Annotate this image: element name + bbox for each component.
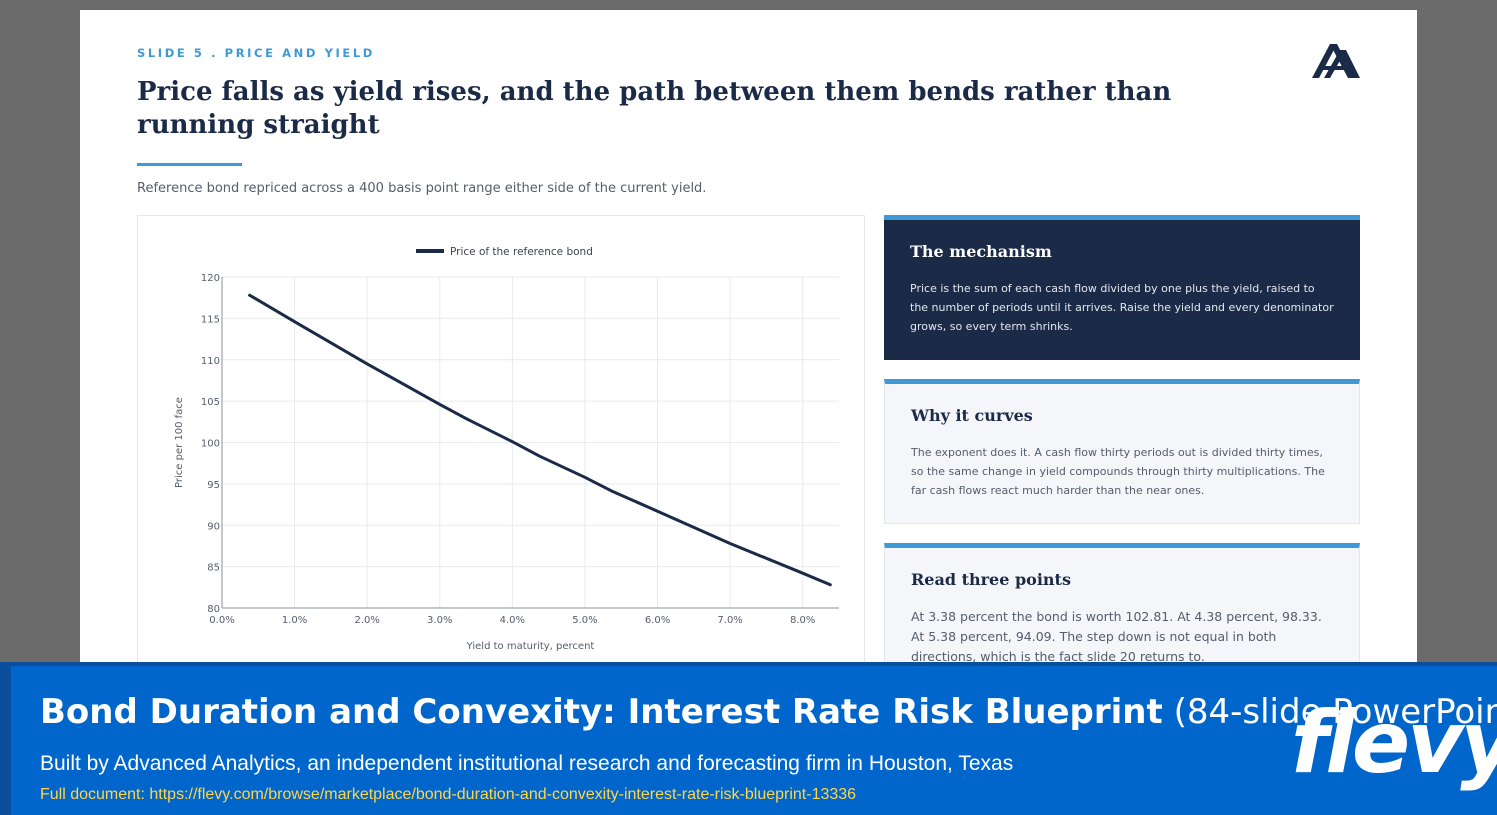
x-tick-label: 3.0% bbox=[427, 615, 452, 626]
flevy-logo: flevy bbox=[1291, 693, 1497, 793]
x-tick-label: 5.0% bbox=[572, 615, 597, 626]
y-tick-label: 100 bbox=[201, 439, 220, 450]
y-tick-label: 120 bbox=[201, 273, 220, 284]
card-body: At 3.38 percent the bond is worth 102.81… bbox=[911, 609, 1322, 664]
slide-subtitle: Reference bond repriced across a 400 bas… bbox=[137, 181, 707, 196]
company-logo-icon bbox=[1312, 44, 1360, 78]
y-tick-label: 105 bbox=[201, 397, 220, 408]
x-tick-label: 0.0% bbox=[209, 615, 234, 626]
x-tick-label: 6.0% bbox=[645, 615, 670, 626]
card-title: Read three points bbox=[911, 570, 1071, 589]
price-yield-chart: 0.0% 1.0% 2.0% 3.0% 4.0% 5.0% 6.0% 7.0% 8.0% 80 85… bbox=[174, 246, 839, 652]
card-why-it-curves: Why it curves The exponent does it. A ca… bbox=[884, 379, 1360, 524]
banner-title: Bond Duration and Convexity: Interest Ra… bbox=[40, 692, 1497, 732]
card-body: The exponent does it. A cash flow thirty… bbox=[911, 446, 1325, 497]
card-title: The mechanism bbox=[910, 242, 1052, 261]
slide-kicker: SLIDE 5 . PRICE AND YIELD bbox=[137, 46, 375, 60]
card-read-three-points: Read three points At 3.38 percent the bo… bbox=[884, 543, 1360, 670]
accent-rule bbox=[137, 163, 242, 166]
y-tick-label: 115 bbox=[201, 314, 220, 325]
document-link[interactable]: Full document: https://flevy.com/browse/… bbox=[40, 786, 857, 803]
x-axis-title: Yield to maturity, percent bbox=[466, 641, 595, 652]
y-axis-title: Price per 100 face bbox=[174, 397, 185, 488]
card-title: Why it curves bbox=[911, 406, 1033, 425]
y-tick-label: 80 bbox=[207, 604, 220, 615]
slide-headline: Price falls as yield rises, and the path… bbox=[137, 77, 1172, 140]
x-tick-label: 4.0% bbox=[500, 615, 525, 626]
y-tick-label: 85 bbox=[207, 563, 220, 574]
chart-panel: 0.0% 1.0% 2.0% 3.0% 4.0% 5.0% 6.0% 7.0% 8.0% 80 85… bbox=[137, 215, 865, 670]
document-banner: Bond Duration and Convexity: Interest Ra… bbox=[0, 662, 1497, 815]
x-tick-label: 1.0% bbox=[282, 615, 307, 626]
legend-label: Price of the reference bond bbox=[450, 246, 593, 258]
series-line bbox=[248, 293, 832, 587]
y-tick-label: 95 bbox=[207, 480, 220, 491]
card-body: Price is the sum of each cash flow divid… bbox=[910, 282, 1334, 333]
banner-title-bold: Bond Duration and Convexity: Interest Ra… bbox=[40, 692, 1163, 732]
slide: SLIDE 5 . PRICE AND YIELD Price falls as… bbox=[80, 10, 1417, 670]
banner-subtitle: Built by Advanced Analytics, an independ… bbox=[40, 752, 1014, 775]
banner-title-light: (84-slide PowerPoint) bbox=[1173, 692, 1497, 732]
x-tick-label: 7.0% bbox=[717, 615, 742, 626]
x-tick-label: 8.0% bbox=[790, 615, 815, 626]
y-tick-label: 90 bbox=[207, 521, 220, 532]
y-tick-label: 110 bbox=[201, 356, 220, 367]
card-mechanism: The mechanism Price is the sum of each c… bbox=[884, 215, 1360, 360]
x-tick-label: 2.0% bbox=[354, 615, 379, 626]
